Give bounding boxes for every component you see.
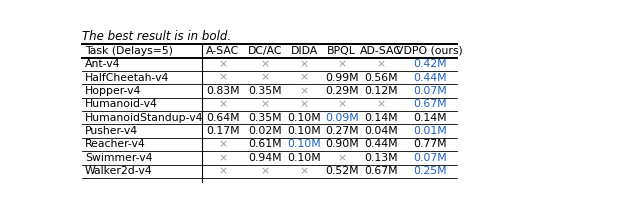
Text: 0.12M: 0.12M bbox=[365, 86, 398, 96]
Text: HalfCheetah-v4: HalfCheetah-v4 bbox=[85, 73, 170, 83]
Text: 0.25M: 0.25M bbox=[413, 166, 447, 176]
Text: 0.64M: 0.64M bbox=[206, 113, 239, 123]
Text: Ant-v4: Ant-v4 bbox=[85, 59, 120, 69]
Text: 0.56M: 0.56M bbox=[365, 73, 398, 83]
Text: 0.04M: 0.04M bbox=[364, 126, 398, 136]
Text: 0.10M: 0.10M bbox=[287, 113, 321, 123]
Text: AD-SAC: AD-SAC bbox=[360, 46, 403, 56]
Text: ×: × bbox=[337, 153, 346, 163]
Text: 0.77M: 0.77M bbox=[413, 140, 447, 150]
Text: 0.07M: 0.07M bbox=[413, 86, 447, 96]
Text: HumanoidStandup-v4: HumanoidStandup-v4 bbox=[85, 113, 204, 123]
Text: 0.17M: 0.17M bbox=[206, 126, 239, 136]
Text: ×: × bbox=[260, 59, 269, 69]
Text: Walker2d-v4: Walker2d-v4 bbox=[85, 166, 152, 176]
Text: 0.10M: 0.10M bbox=[287, 140, 321, 150]
Text: ×: × bbox=[300, 86, 309, 96]
Text: ×: × bbox=[377, 59, 386, 69]
Text: VDPO (ours): VDPO (ours) bbox=[396, 46, 463, 56]
Text: ×: × bbox=[218, 99, 227, 109]
Text: 0.44M: 0.44M bbox=[413, 73, 447, 83]
Text: Reacher-v4: Reacher-v4 bbox=[85, 140, 146, 150]
Text: Task (Delays=5): Task (Delays=5) bbox=[85, 46, 173, 56]
Text: A-SAC: A-SAC bbox=[206, 46, 239, 56]
Text: 0.10M: 0.10M bbox=[287, 153, 321, 163]
Text: 0.94M: 0.94M bbox=[248, 153, 282, 163]
Text: 0.14M: 0.14M bbox=[413, 113, 447, 123]
Text: 0.52M: 0.52M bbox=[325, 166, 358, 176]
Text: 0.14M: 0.14M bbox=[365, 113, 398, 123]
Text: ×: × bbox=[218, 166, 227, 176]
Text: ×: × bbox=[260, 166, 269, 176]
Text: ×: × bbox=[300, 99, 309, 109]
Text: 0.67M: 0.67M bbox=[365, 166, 398, 176]
Text: Pusher-v4: Pusher-v4 bbox=[85, 126, 138, 136]
Text: ×: × bbox=[337, 59, 346, 69]
Text: 0.09M: 0.09M bbox=[324, 113, 358, 123]
Text: The best result is in bold.: The best result is in bold. bbox=[83, 30, 232, 43]
Text: 0.29M: 0.29M bbox=[325, 86, 358, 96]
Text: ×: × bbox=[218, 153, 227, 163]
Text: ×: × bbox=[260, 73, 269, 83]
Text: BPQL: BPQL bbox=[327, 46, 356, 56]
Text: DC/AC: DC/AC bbox=[248, 46, 282, 56]
Text: Humanoid-v4: Humanoid-v4 bbox=[85, 99, 158, 109]
Text: ×: × bbox=[337, 99, 346, 109]
Text: 0.27M: 0.27M bbox=[325, 126, 358, 136]
Text: ×: × bbox=[218, 140, 227, 150]
Text: 0.10M: 0.10M bbox=[287, 126, 321, 136]
Text: ×: × bbox=[300, 73, 309, 83]
Text: 0.13M: 0.13M bbox=[365, 153, 398, 163]
Text: ×: × bbox=[218, 59, 227, 69]
Text: 0.35M: 0.35M bbox=[248, 86, 282, 96]
Text: 0.42M: 0.42M bbox=[413, 59, 447, 69]
Text: ×: × bbox=[300, 59, 309, 69]
Text: ×: × bbox=[377, 99, 386, 109]
Text: ×: × bbox=[300, 166, 309, 176]
Text: 0.99M: 0.99M bbox=[325, 73, 358, 83]
Text: ×: × bbox=[260, 99, 269, 109]
Text: 0.35M: 0.35M bbox=[248, 113, 282, 123]
Text: 0.07M: 0.07M bbox=[413, 153, 447, 163]
Text: 0.02M: 0.02M bbox=[248, 126, 282, 136]
Text: 0.83M: 0.83M bbox=[206, 86, 239, 96]
Text: 0.67M: 0.67M bbox=[413, 99, 447, 109]
Text: 0.01M: 0.01M bbox=[413, 126, 447, 136]
Text: 0.61M: 0.61M bbox=[248, 140, 282, 150]
Text: 0.44M: 0.44M bbox=[365, 140, 398, 150]
Text: ×: × bbox=[218, 73, 227, 83]
Text: Hopper-v4: Hopper-v4 bbox=[85, 86, 141, 96]
Text: 0.90M: 0.90M bbox=[324, 140, 358, 150]
Text: Swimmer-v4: Swimmer-v4 bbox=[85, 153, 152, 163]
Text: DIDA: DIDA bbox=[291, 46, 318, 56]
